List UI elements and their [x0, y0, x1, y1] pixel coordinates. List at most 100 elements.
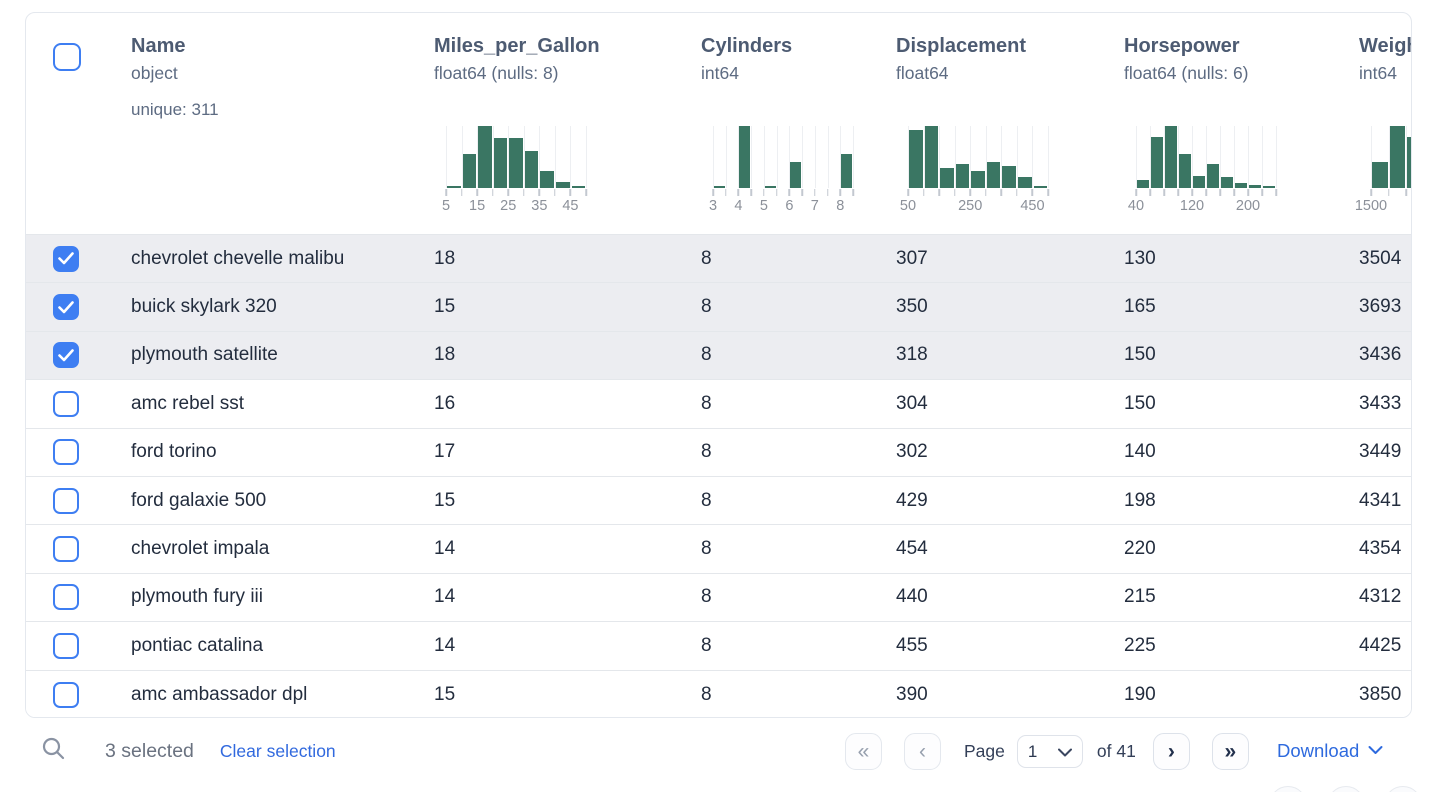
row-checkbox[interactable] [53, 584, 79, 611]
histogram-tick [1370, 189, 1372, 196]
histogram-tick-label: 250 [958, 198, 983, 214]
row-checkbox-cell [26, 380, 106, 427]
histogram-axis [445, 188, 587, 196]
histogram-tick-labels: 5 15 25 35 45 [442, 198, 586, 216]
histogram-bar [493, 138, 508, 188]
table-row[interactable]: plymouth fury iii 14 8 440 215 4312 [26, 573, 1411, 623]
prev-page-button[interactable]: ‹ [904, 733, 941, 770]
histogram-gridline [554, 126, 556, 188]
search-button[interactable] [40, 737, 66, 764]
histogram-bar [714, 186, 725, 188]
row-value-cell: 3693 [1359, 296, 1402, 318]
histogram-bars [908, 126, 1049, 188]
row-checkbox[interactable] [53, 536, 79, 563]
histogram-bar [1235, 183, 1247, 188]
histogram-tick [1387, 189, 1390, 196]
column-header-horsepower[interactable]: Horsepower float64 (nulls: 6) 40 120 200 [1099, 13, 1334, 234]
histogram-tick [1405, 189, 1407, 196]
last-page-button[interactable]: » [1211, 733, 1249, 770]
histogram-bar [478, 126, 492, 188]
row-checkbox[interactable] [53, 342, 79, 369]
clear-selection-link[interactable]: Clear selection [219, 740, 336, 761]
table-row[interactable]: chevrolet impala 14 8 454 220 4354 [26, 525, 1411, 574]
histogram-axis [712, 188, 854, 196]
histogram-bar [1372, 162, 1388, 188]
row-name-cell: amc ambassador dpl [131, 683, 308, 705]
row-value-cell: 3433 [1359, 392, 1402, 414]
column-histogram: 40 120 200 [1128, 126, 1277, 216]
histogram-gridline [1388, 126, 1390, 188]
row-checkbox[interactable] [53, 439, 79, 466]
row-value-cell: 440 [896, 586, 928, 608]
row-checkbox[interactable] [53, 681, 79, 708]
row-checkbox[interactable] [53, 245, 79, 272]
histogram-tick-label: 15 [469, 198, 486, 214]
histogram-tick-label: 3 [708, 198, 718, 214]
histogram-bar [524, 151, 539, 188]
table-row[interactable]: pontiac catalina 14 8 455 225 4425 [26, 622, 1411, 671]
table-row[interactable]: chevrolet chevelle malibu 18 8 307 130 3504 [26, 235, 1411, 284]
row-checkbox[interactable] [53, 632, 79, 659]
row-checkbox[interactable] [53, 390, 79, 417]
column-header-name[interactable]: Name object unique: 311 [106, 13, 409, 234]
table-row[interactable]: amc ambassador dpl 15 8 390 190 3850 [26, 670, 1411, 717]
histogram-tick [460, 189, 463, 196]
table-row[interactable]: buick skylark 320 15 8 350 165 3693 [26, 283, 1411, 332]
histogram-tick-label: 5 [759, 198, 768, 214]
row-value-cell: 8 [701, 441, 712, 463]
histogram-bar [1137, 180, 1149, 188]
row-value-cell: 165 [1124, 296, 1156, 318]
histogram-tick [724, 189, 727, 196]
download-label: Download [1277, 740, 1360, 761]
table-row[interactable]: plymouth satellite 18 8 318 150 3436 [26, 331, 1411, 381]
histogram-gridline [814, 126, 816, 188]
page-number-select[interactable]: 1 [1016, 735, 1083, 768]
histogram-gridline [802, 126, 804, 188]
table-row[interactable]: ford galaxie 500 15 8 429 198 4341 [26, 476, 1411, 526]
row-name-cell: plymouth fury iii [131, 586, 263, 608]
row-name-cell: ford galaxie 500 [131, 489, 267, 511]
row-name-cell: plymouth satellite [131, 344, 278, 366]
histogram-gridline [1220, 126, 1221, 188]
histogram-bar [447, 186, 461, 188]
histogram-gridline [763, 126, 765, 188]
histogram-tick-label: 8 [836, 198, 845, 214]
histogram-gridline [446, 126, 447, 188]
row-value-cell: 15 [434, 489, 456, 511]
table-header-row: Name object unique: 311 Miles_per_Gallon flo… [26, 13, 1411, 235]
row-value-cell: 14 [434, 586, 456, 608]
histogram-bar [462, 154, 477, 188]
select-all-cell [26, 13, 106, 234]
histogram-tick [1000, 189, 1003, 196]
row-value-cell: 140 [1124, 441, 1156, 463]
row-value-cell: 350 [896, 296, 928, 318]
page-count-label: of 41 [1096, 741, 1136, 761]
column-header-miles_per_gallon[interactable]: Miles_per_Gallon float64 (nulls: 8) 5 15 25 3… [409, 13, 676, 234]
histogram-tick-label: 35 [531, 198, 548, 214]
select-all-checkbox[interactable] [53, 43, 81, 71]
table-row[interactable]: ford torino 17 8 302 140 3449 [26, 428, 1411, 477]
column-name: Name [131, 35, 186, 57]
first-page-button[interactable]: « [845, 733, 882, 770]
double-chevron-right-icon: » [1224, 739, 1237, 763]
histogram-bar [955, 164, 970, 188]
download-menu-button[interactable]: Download [1277, 740, 1383, 762]
row-checkbox[interactable] [53, 294, 79, 321]
histogram-tick [938, 189, 940, 196]
histogram-bar [739, 126, 751, 188]
histogram-tick [763, 189, 765, 196]
histogram-tick-label: 4 [734, 198, 743, 214]
row-checkbox[interactable] [53, 487, 79, 514]
column-header-displacement[interactable]: Displacement float64 50 250 450 [871, 13, 1099, 234]
column-header-cylinders[interactable]: Cylinders int64 3 4 5 6 7 8 [676, 13, 871, 234]
histogram-gridline [738, 126, 740, 188]
table-row[interactable]: amc rebel sst 16 8 304 150 3433 [26, 380, 1411, 429]
column-header-weight[interactable]: Weight int64 15003500 [1334, 13, 1411, 234]
histogram-bar [924, 126, 939, 188]
next-page-button[interactable]: › [1152, 733, 1190, 770]
histogram-tick [1135, 189, 1137, 196]
row-checkbox-cell [26, 429, 106, 476]
histogram-bar [1221, 177, 1233, 188]
histogram-gridline [523, 126, 525, 188]
